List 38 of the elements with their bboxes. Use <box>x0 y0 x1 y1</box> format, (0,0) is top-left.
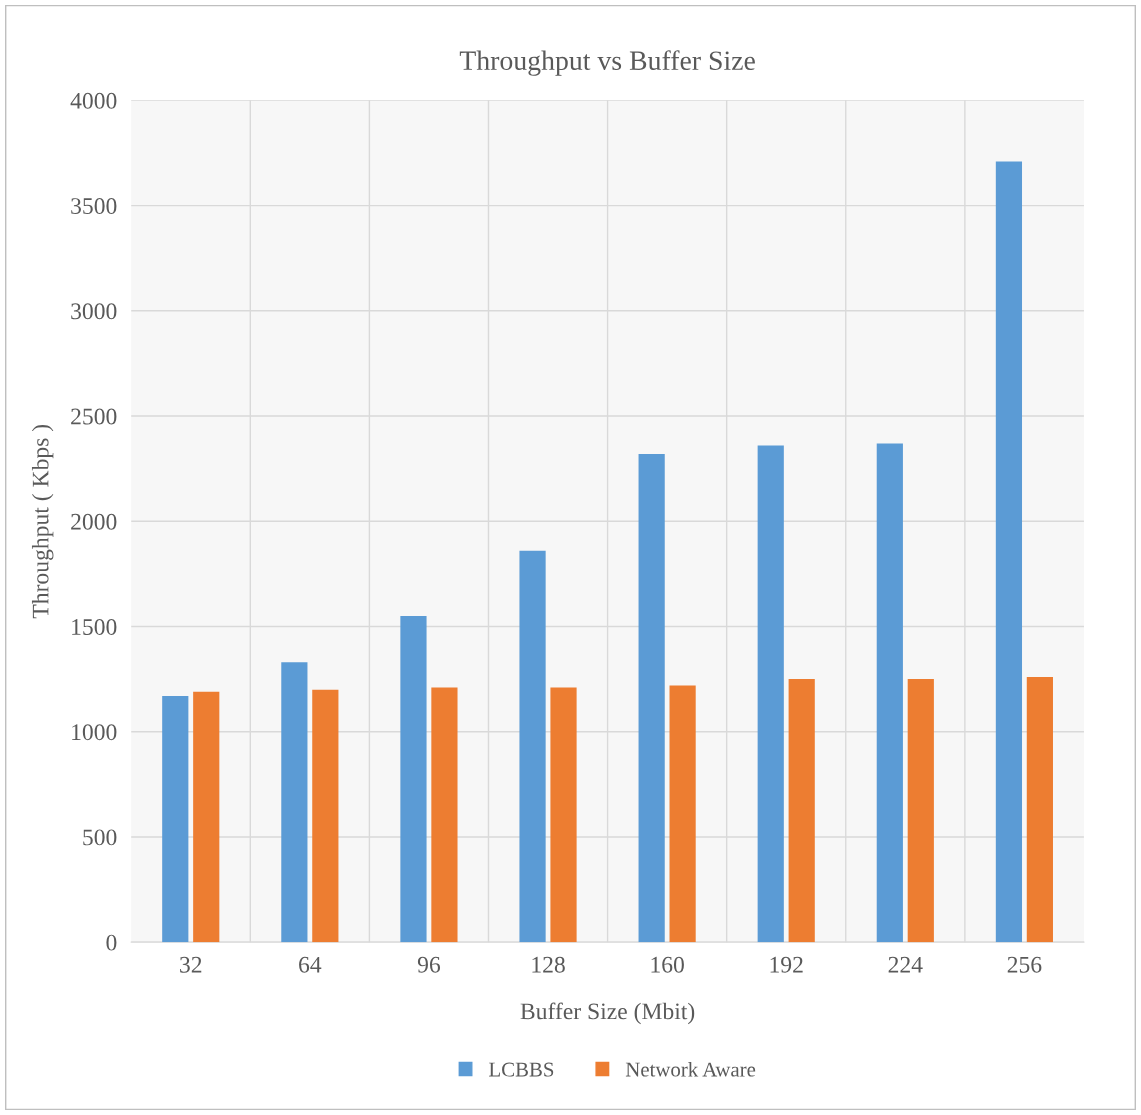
chart-title: Throughput vs Buffer Size <box>459 50 755 76</box>
bar <box>519 550 546 943</box>
y-tick-label: 500 <box>83 829 117 846</box>
y-tick-label: 2000 <box>71 513 117 530</box>
bar <box>876 443 903 943</box>
bar <box>757 445 784 943</box>
legend-label: Network Aware <box>625 1061 756 1077</box>
y-tick-label: 4000 <box>70 92 117 109</box>
x-tick-label: 256 <box>1007 956 1042 973</box>
x-tick-label: 160 <box>651 956 684 973</box>
bar <box>431 687 458 943</box>
bar <box>638 453 665 943</box>
bar <box>1026 677 1053 943</box>
x-tick-label: 96 <box>417 956 441 973</box>
x-tick-label: 32 <box>180 956 202 973</box>
bar <box>995 161 1023 943</box>
bar <box>193 691 220 943</box>
y-axis-title: Throughput ( Kbps ) <box>31 424 54 619</box>
bar <box>669 685 696 943</box>
y-tick-label: 1000 <box>72 724 117 741</box>
x-tick-label: 128 <box>532 956 565 973</box>
y-tick-label: 3000 <box>71 303 117 320</box>
bar <box>281 662 308 943</box>
bar <box>400 615 427 943</box>
bar <box>550 687 577 943</box>
bar <box>162 695 189 943</box>
y-tick-label: 2500 <box>71 408 117 425</box>
y-tick-label: 0 <box>106 934 117 951</box>
x-tick-label: 192 <box>770 956 803 973</box>
y-tick-label: 1500 <box>72 618 117 635</box>
y-tick-label: 3500 <box>71 198 117 214</box>
x-axis-title: Buffer Size (Mbit) <box>520 1002 695 1025</box>
legend-label: LCBBS <box>489 1062 554 1077</box>
x-tick-label: 64 <box>299 956 322 973</box>
bar <box>788 679 815 943</box>
bar <box>312 689 339 943</box>
x-tick-label: 224 <box>888 956 923 973</box>
bar <box>907 679 934 943</box>
